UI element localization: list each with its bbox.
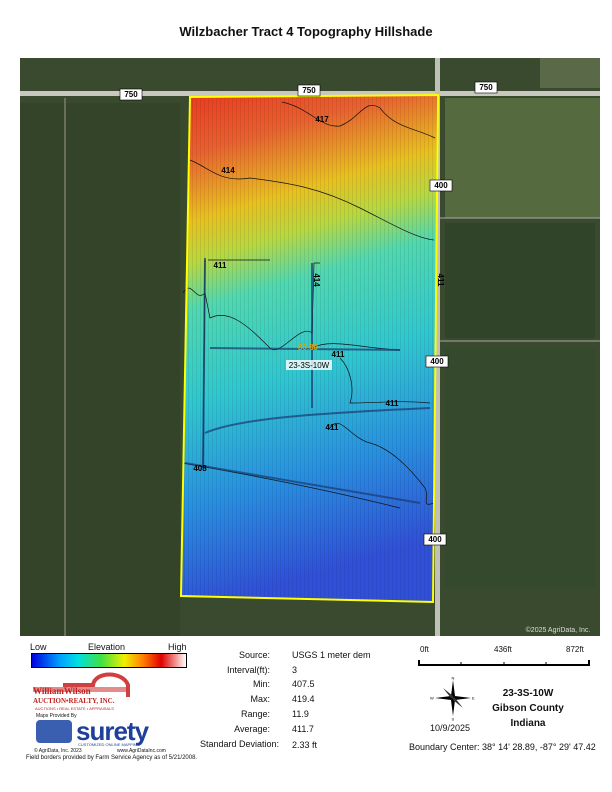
boundary-center: Boundary Center: 38° 14' 28.89, -87° 29'… (409, 742, 596, 752)
contour-label: 414 (221, 166, 235, 175)
svg-text:N: N (452, 676, 455, 681)
section-label: 23-3S-10W (289, 361, 330, 370)
agridata-copyright: © AgriData, Inc. 2023 (34, 748, 82, 754)
scale-tick: 436ft (494, 645, 512, 654)
svg-text:W: W (430, 696, 434, 701)
compass-rose-icon: N S W E (430, 676, 475, 722)
svg-text:750: 750 (124, 90, 138, 99)
stat-value: 407.5 (292, 679, 315, 689)
stat-label: Average: (234, 724, 270, 734)
stat-label: Max: (250, 694, 270, 704)
svg-text:400: 400 (428, 535, 442, 544)
scale-tick: 872ft (566, 645, 584, 654)
stat-value: 411.7 (292, 724, 314, 734)
svg-text:400: 400 (434, 181, 448, 190)
svg-text:750: 750 (479, 83, 493, 92)
road-label: 750 (474, 81, 498, 94)
svg-text:400: 400 (430, 357, 444, 366)
contour-label: 411 (326, 423, 339, 432)
maps-provided-by: Maps Provided By (36, 713, 77, 719)
stat-value: 3 (292, 665, 298, 675)
location-section: 23-3S-10W (502, 688, 554, 699)
acreage-label: 80.80 (298, 343, 319, 352)
stat-label: Source: (238, 650, 270, 660)
stat-label: Min: (252, 679, 270, 689)
svg-text:750: 750 (302, 86, 316, 95)
stat-label: Standard Deviation: (200, 739, 280, 749)
agridata-url: www.AgriDataInc.com (117, 748, 166, 754)
elevation-color-bar (31, 653, 187, 668)
stat-value: 2.33 ft (292, 740, 318, 750)
road-label: 400 (425, 355, 449, 368)
legend-title: Elevation (88, 642, 126, 652)
hillshade-map: 750 750 750 400 400 400 417 414 411 411 … (20, 58, 600, 636)
stat-value: USGS 1 meter dem (292, 650, 371, 660)
contour-label: 414 (312, 273, 321, 287)
contour-label: 411 (332, 350, 345, 359)
map-date: 10/9/2025 (430, 723, 471, 733)
road-400 (435, 58, 440, 636)
road-label: 400 (423, 533, 447, 546)
legend-high: High (168, 642, 187, 652)
contour-label: 411 (386, 399, 399, 408)
scale-bar (418, 660, 590, 666)
svg-text:E: E (472, 696, 475, 701)
road-label: 400 (429, 179, 453, 192)
road-label: 750 (119, 88, 143, 101)
stat-label: Interval(ft): (226, 665, 270, 675)
field-boundary (179, 93, 440, 604)
stat-label: Range: (240, 709, 270, 719)
footer-note: Field borders provided by Farm Service A… (26, 755, 198, 761)
location-county: Gibson County (492, 703, 564, 714)
scale-tick: 0ft (420, 645, 429, 654)
contour-label: 408 (193, 464, 207, 473)
map-copyright: ©2025 AgriData, Inc. (526, 626, 591, 634)
contour-label: 417 (315, 115, 329, 124)
stat-value: 11.9 (292, 709, 309, 719)
legend-low: Low (30, 642, 47, 652)
contour-label: 411 (214, 261, 227, 270)
svg-text:S: S (452, 717, 455, 722)
location-state: Indiana (510, 718, 546, 729)
road-label: 750 (297, 84, 321, 97)
page-title: Wilzbacher Tract 4 Topography Hillshade (179, 24, 433, 39)
contour-label: 411 (436, 274, 445, 287)
stat-value: 419.4 (292, 694, 315, 704)
